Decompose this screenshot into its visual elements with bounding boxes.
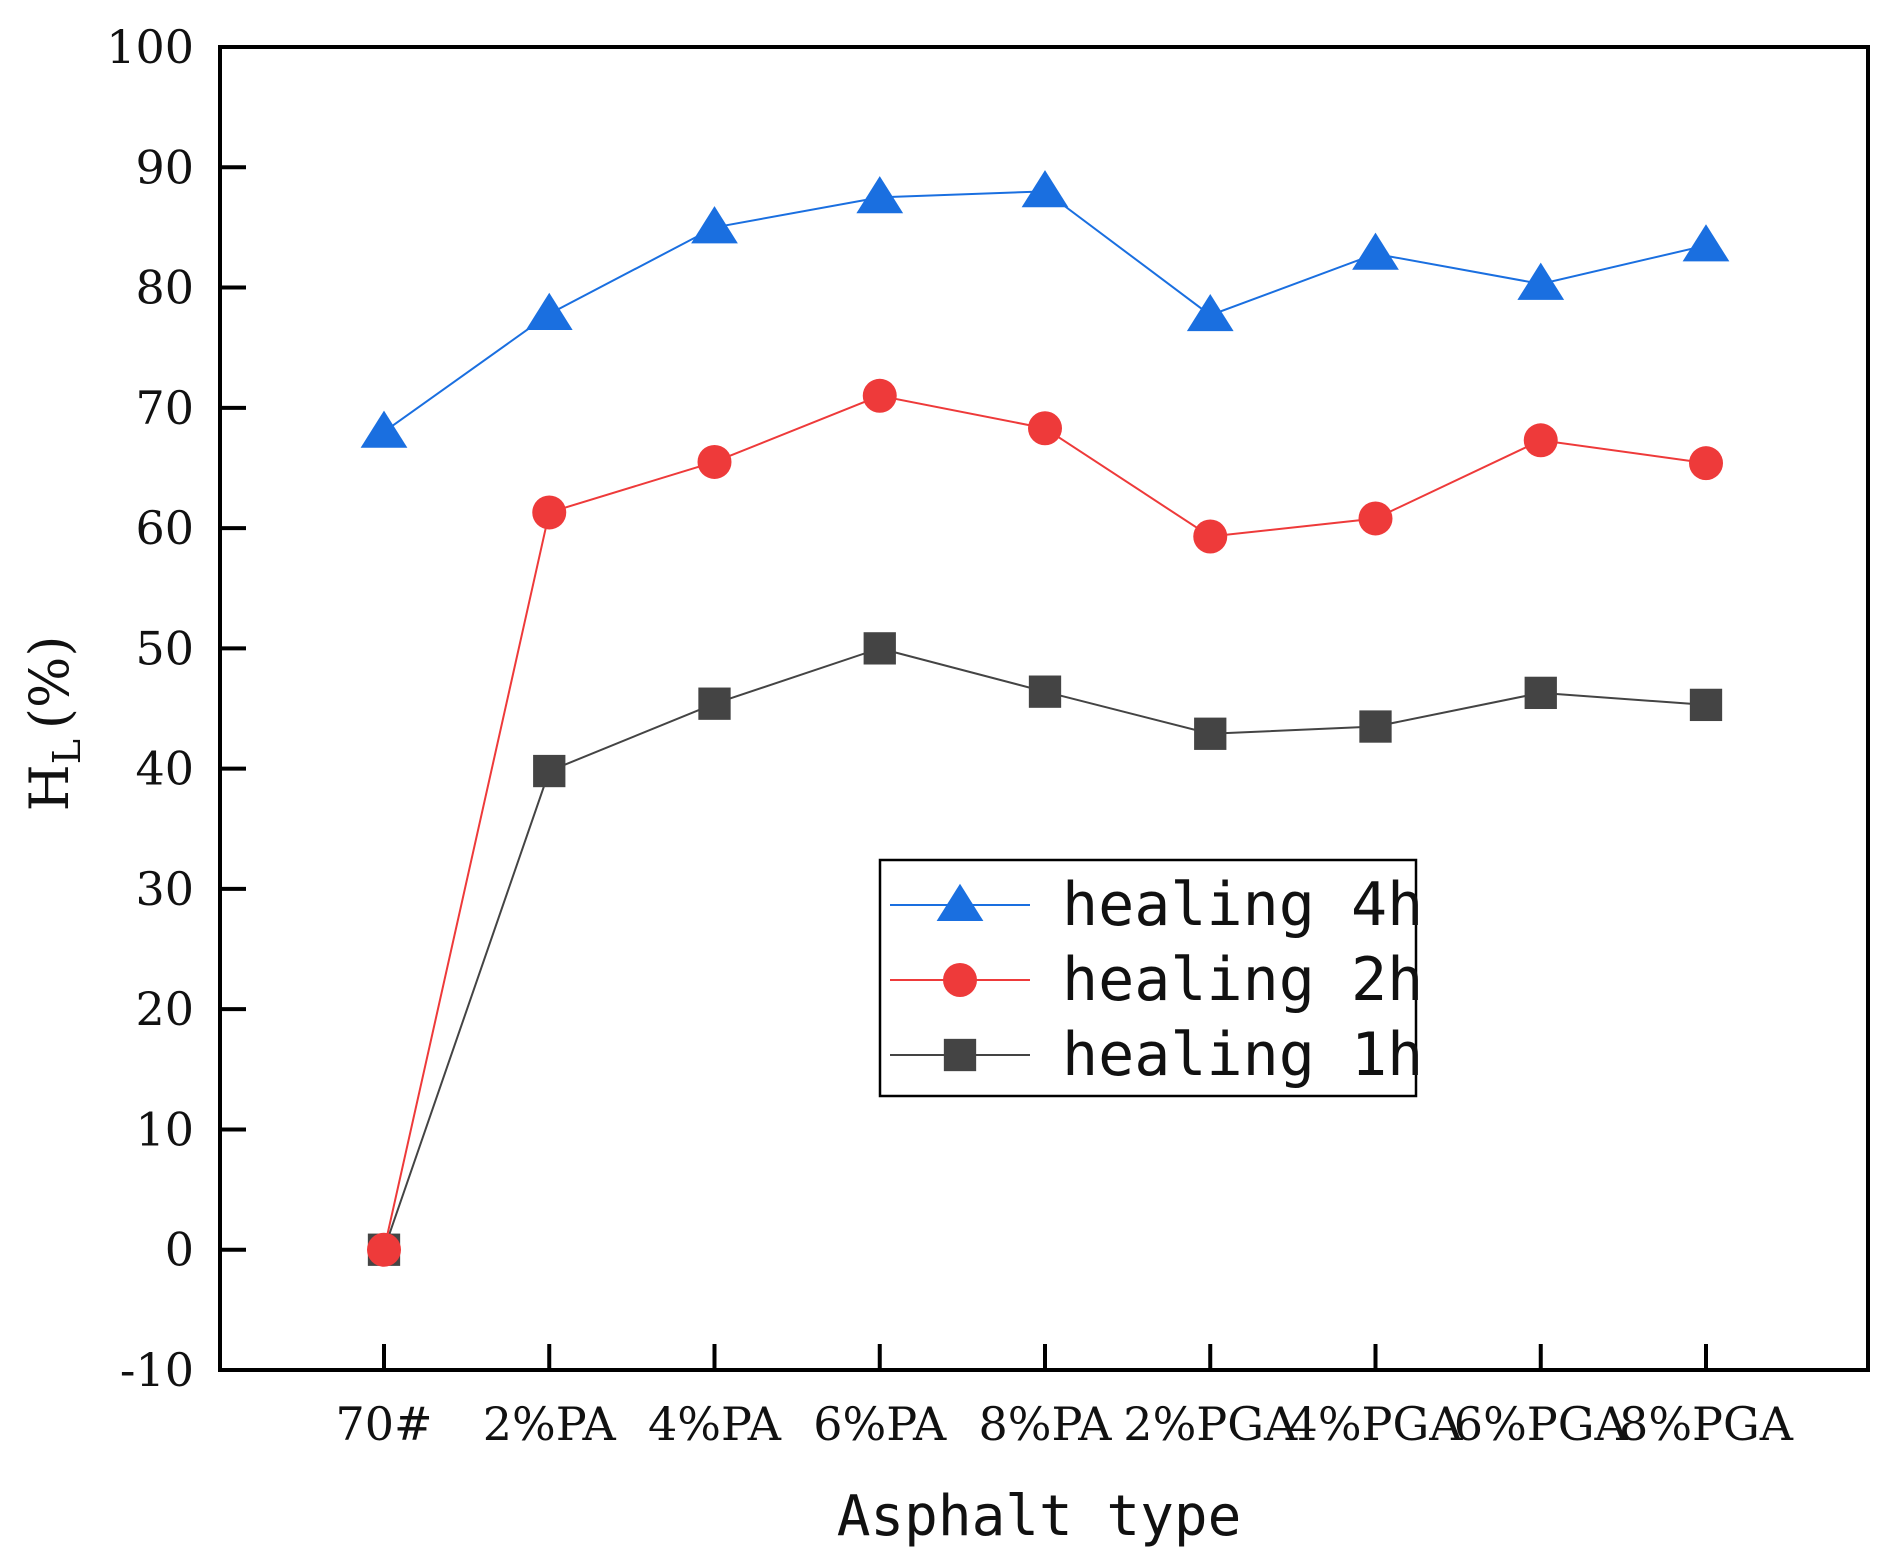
legend-label: healing 4h [1062,870,1423,940]
data-point [1193,519,1228,554]
y-axis-title: HL (%) [18,636,89,812]
series-layer [360,170,1730,1267]
y-axis-title-unit: (%) [18,636,81,729]
data-point [1523,423,1558,458]
x-tick-label: 8%PGA [1619,1397,1794,1451]
y-tick-label: 40 [135,742,194,796]
x-tick-label: 70# [335,1397,432,1451]
data-point [691,206,738,244]
x-tick-label: 6%PA [813,1397,947,1451]
series-line [383,394,1707,1250]
data-point [1021,170,1069,208]
data-point [862,378,897,413]
y-tick-label: 100 [106,20,194,74]
data-point [1517,262,1565,300]
data-point [1689,688,1723,722]
data-point [863,632,896,665]
data-point [1352,232,1399,270]
legend-marker [943,1038,977,1072]
x-axis-title: Asphalt type [837,1484,1242,1549]
data-point [1689,446,1723,481]
legend-marker [943,963,977,997]
data-point [525,292,573,330]
y-axis-title-subscript: L [45,739,89,764]
x-tick-label: 4%PA [648,1397,782,1451]
legend-entry: healing 4h [890,870,1423,940]
data-point [697,444,732,479]
data-point [1186,293,1234,332]
data-point [856,176,904,214]
y-tick-label: 80 [135,261,194,315]
data-point [1028,675,1062,708]
data-point [1682,224,1730,262]
y-tick-label: 90 [135,140,194,194]
data-point [532,495,567,530]
x-tick-label: 2%PA [483,1397,617,1451]
legend-label: healing 2h [1062,945,1423,1015]
series-healing-2h [367,378,1723,1267]
legend-entry: healing 1h [890,1020,1423,1090]
legend-label: healing 1h [1062,1020,1423,1090]
y-tick-label: 10 [135,1102,194,1156]
data-point [698,687,731,720]
y-tick-label: -10 [120,1343,194,1397]
data-point [1194,717,1227,750]
x-tick-label: 2%PGA [1123,1397,1298,1451]
y-axis-ticks: -10 0 10 20 30 40 50 60 70 80 90 100 [106,20,246,1397]
y-tick-label: 60 [135,501,194,555]
data-point [1359,710,1392,743]
data-point [367,1232,401,1267]
legend-marker [936,883,984,921]
y-tick-label: 20 [135,982,194,1036]
series-healing-4h [360,170,1730,448]
y-tick-label: 30 [135,862,194,916]
x-tick-label: 4%PGA [1289,1397,1464,1451]
y-tick-label: 0 [165,1223,194,1277]
y-tick-label: 50 [135,621,194,675]
y-axis-title-main: H [18,764,81,811]
data-point [1028,411,1062,446]
data-point [1358,501,1393,536]
y-axis-title-text: HL (%) [18,636,89,812]
data-point [360,410,408,448]
data-point [1524,676,1557,710]
plot-area-frame [218,45,1870,1372]
y-tick-label: 70 [135,381,194,435]
data-point [533,754,566,788]
legend-entry: healing 2h [890,945,1423,1015]
x-tick-label: 6%PGA [1454,1397,1629,1451]
series-line [383,190,1707,433]
x-tick-label: 8%PA [979,1397,1113,1451]
